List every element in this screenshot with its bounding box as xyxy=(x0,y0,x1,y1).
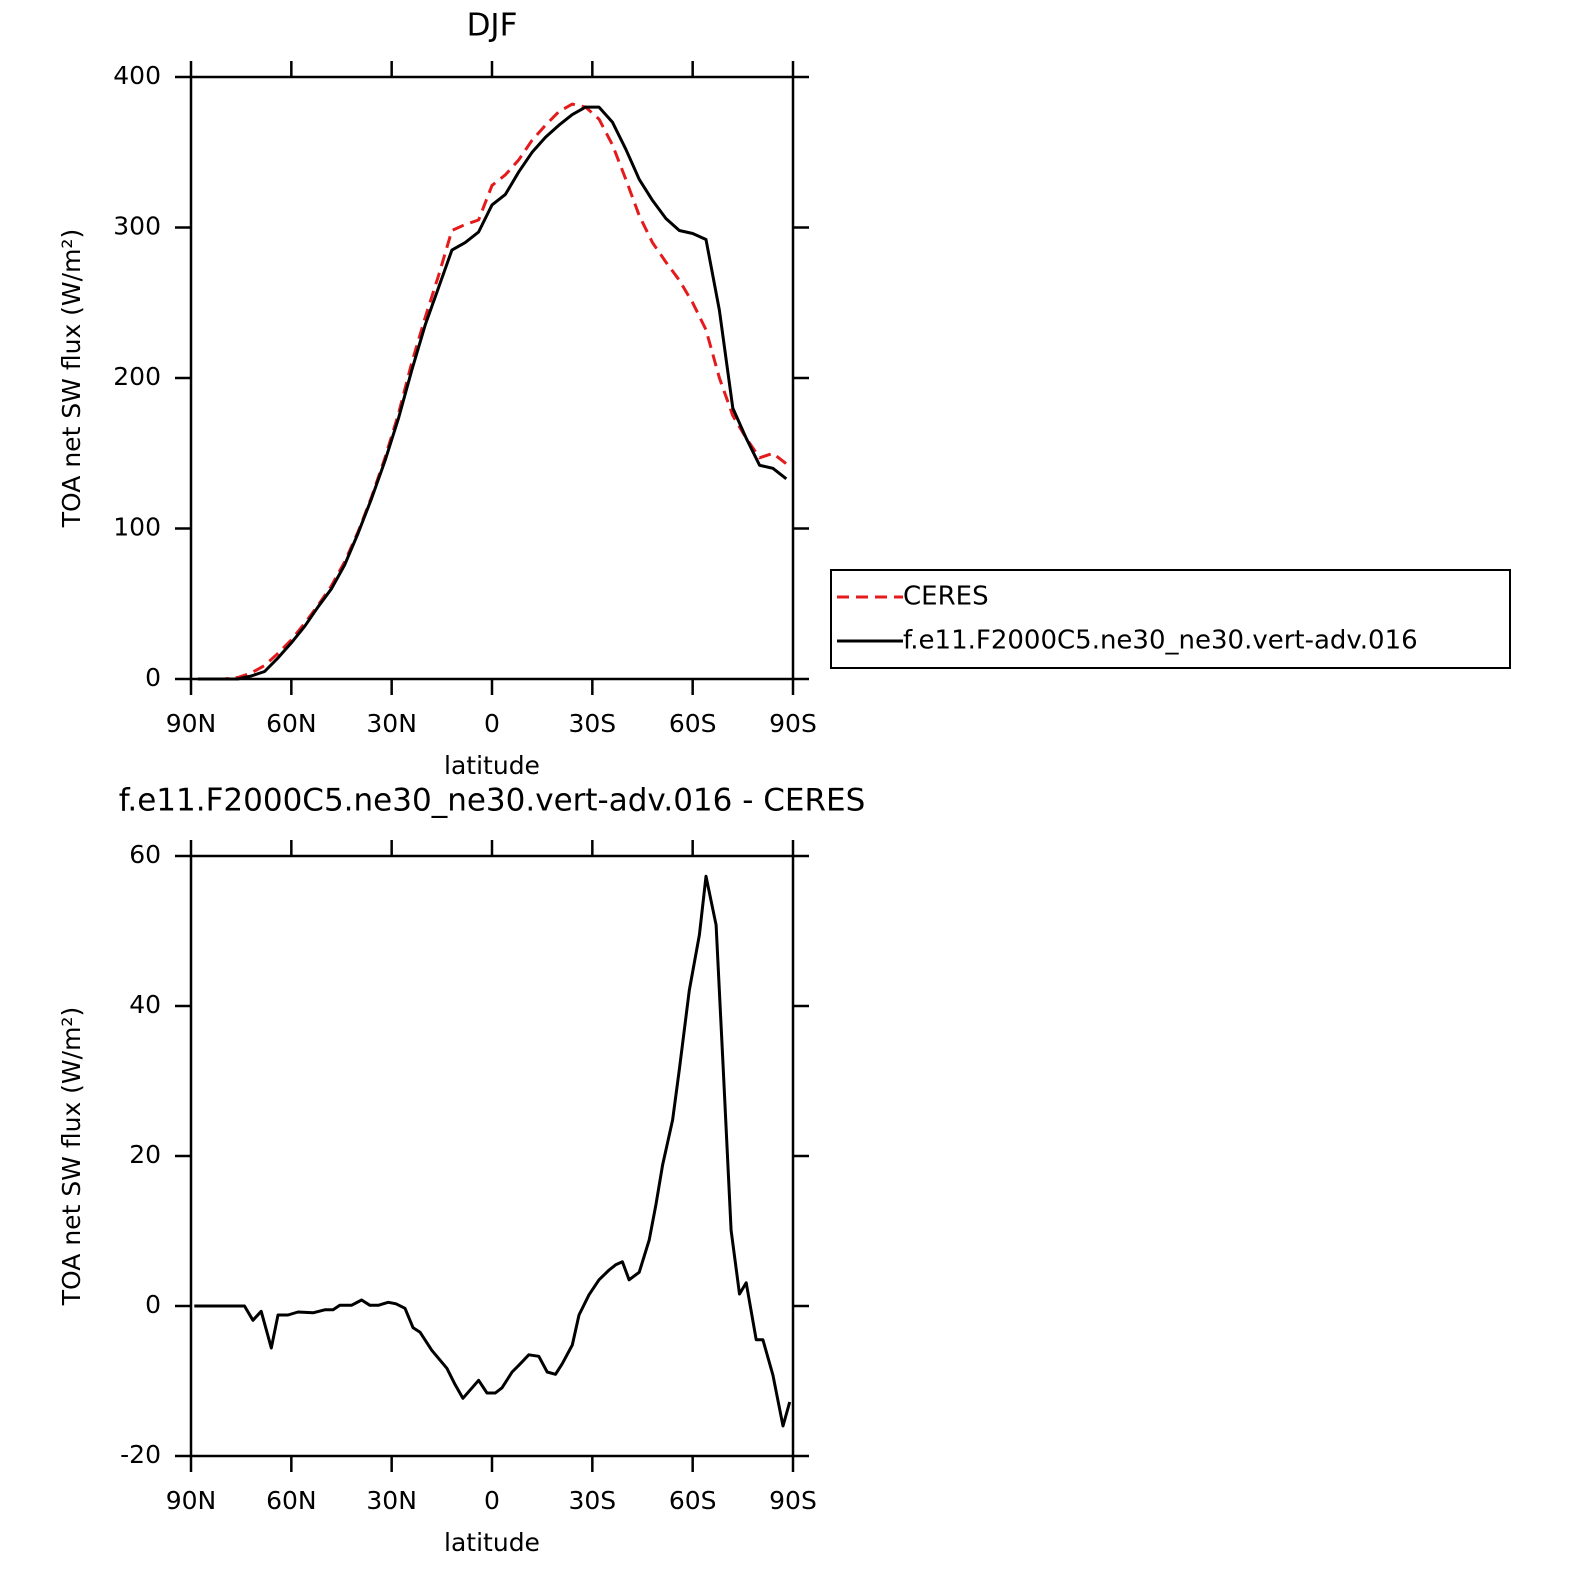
x-tick-label: 60N xyxy=(266,1486,317,1515)
plot-frame xyxy=(189,75,795,681)
y-tick-label: 400 xyxy=(113,61,161,90)
line xyxy=(197,102,788,681)
x-axis-label: latitude xyxy=(444,1528,540,1557)
x-tick-label: 30N xyxy=(366,1486,417,1515)
chart-title: DJF xyxy=(467,8,518,44)
y-tick-label: 60 xyxy=(129,840,161,869)
y-tick-label: -20 xyxy=(120,1440,161,1469)
y-tick-label: 40 xyxy=(129,990,161,1019)
x-tick-label: 0 xyxy=(484,1486,500,1515)
legend-label: CERES xyxy=(903,582,989,612)
y-tick-label: 0 xyxy=(145,1290,161,1319)
panel: DJF 0 100 200 300 400 90N 60N 30N 0 30S 60S 90S latit… xyxy=(57,8,1511,780)
x-tick-label: 90S xyxy=(769,709,817,738)
chart-title: f.e11.F2000C5.ne30_ne30.vert-adv.016 - C… xyxy=(119,783,866,819)
y-tick-label: 300 xyxy=(113,212,161,241)
line xyxy=(194,874,792,1428)
y-tick-label: 100 xyxy=(113,513,161,542)
y-tick-label: 20 xyxy=(129,1140,161,1169)
x-tick-label: 90N xyxy=(166,709,217,738)
x-tick-label: 60N xyxy=(266,709,317,738)
line xyxy=(197,105,788,681)
x-tick-label: 30N xyxy=(366,709,417,738)
x-axis-label: latitude xyxy=(444,751,540,780)
legend-box xyxy=(830,569,1511,669)
x-tick-label: 0 xyxy=(484,709,500,738)
plot-frame xyxy=(189,854,795,1458)
x-tick-label: 60S xyxy=(669,709,717,738)
x-tick-label: 90S xyxy=(769,1486,817,1515)
y-tick-label: 200 xyxy=(113,362,161,391)
y-tick-label: 0 xyxy=(145,663,161,692)
x-tick-label: 60S xyxy=(669,1486,717,1515)
y-axis-label: TOA net SW flux (W/m²) xyxy=(57,1007,86,1306)
x-tick-label: 30S xyxy=(568,1486,616,1515)
x-tick-label: 30S xyxy=(568,709,616,738)
x-tick-label: 90N xyxy=(166,1486,217,1515)
y-axis-label: TOA net SW flux (W/m²) xyxy=(57,229,86,528)
panel: f.e11.F2000C5.ne30_ne30.vert-adv.016 - C… xyxy=(57,783,865,1558)
legend-label: f.e11.F2000C5.ne30_ne30.vert-adv.016 xyxy=(903,626,1418,656)
